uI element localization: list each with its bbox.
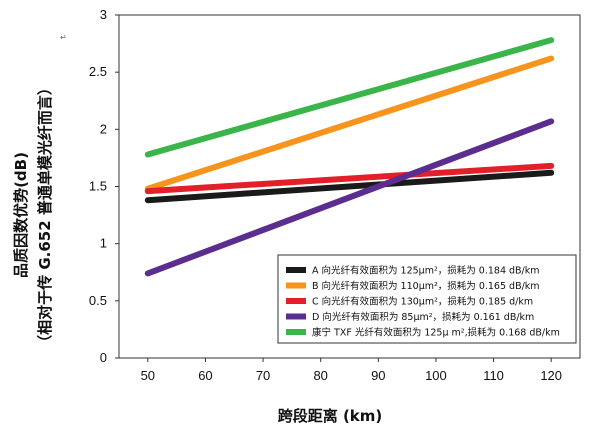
legend-box xyxy=(277,254,577,344)
y-tick-label: 1 xyxy=(100,236,107,251)
y-tick-label: 2.5 xyxy=(89,64,107,79)
y-tick-label: 0 xyxy=(100,350,107,365)
legend-label-5: 康宁 TXF 光纤有效面积为 125μ m²,损耗为 0.168 dB/km xyxy=(312,327,560,339)
x-tick-label: 90 xyxy=(371,368,385,383)
legend-label-4: D 向光纤有效面积为 85μm²，损耗为 0.161 dB/km xyxy=(312,311,534,323)
legend-label-2: B 向光纤有效面积为 110μm²，损耗为 0.165 dB/km xyxy=(312,280,540,292)
x-axis-title: 跨段距离 (km) xyxy=(278,407,383,425)
x-tick-label: 100 xyxy=(425,368,447,383)
x-tick-label: 50 xyxy=(141,368,155,383)
y-axis: 0 0.5 1 1.5 2 2.5 3 xyxy=(89,7,119,365)
series-lines xyxy=(144,37,555,277)
paragraph-mark: ↵ xyxy=(60,33,67,42)
x-tick-label: 70 xyxy=(256,368,270,383)
y-tick-label: 1.5 xyxy=(89,179,107,194)
x-tick-label: 120 xyxy=(540,368,562,383)
y-axis-title: 品质因数优势(dB) xyxy=(12,152,30,278)
legend-label-1: A 向光纤有效面积为 125μm²，损耗为 0.184 dB/km xyxy=(312,265,540,277)
y-axis-subtitle: （相对于传 G.652 普通单模光纤而言） xyxy=(36,80,54,350)
x-axis: 50 60 70 80 90 100 110 120 xyxy=(141,358,562,383)
series-line-5 xyxy=(144,37,555,158)
legend: A 向光纤有效面积为 125μm²，损耗为 0.184 dB/km B 向光纤有效… xyxy=(277,254,577,344)
y-tick-label: 3 xyxy=(100,7,107,22)
series-line-3 xyxy=(144,162,555,195)
series-line-4 xyxy=(144,118,555,277)
x-tick-label: 80 xyxy=(313,368,327,383)
x-tick-label: 60 xyxy=(198,368,212,383)
legend-label-3: C 向光纤有效面积为 130μm²，损耗为 0.185 d/km xyxy=(312,296,533,308)
series-line-1 xyxy=(144,169,555,204)
y-tick-label: 0.5 xyxy=(89,293,107,308)
x-tick-label: 110 xyxy=(483,368,504,383)
y-tick-label: 2 xyxy=(100,121,107,136)
series-line-2 xyxy=(144,55,555,192)
